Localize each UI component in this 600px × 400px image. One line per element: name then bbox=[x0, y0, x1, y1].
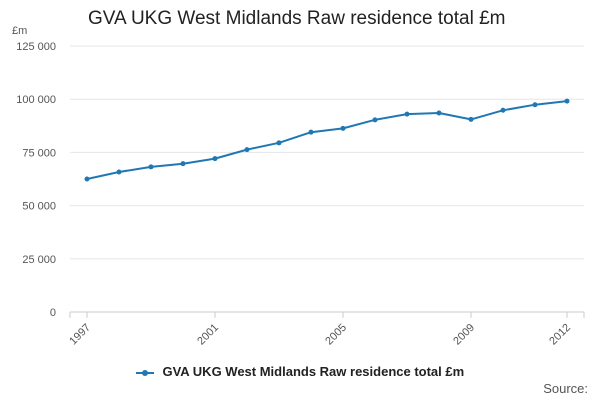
x-tick-label: 2009 bbox=[451, 322, 477, 348]
data-point[interactable] bbox=[436, 110, 442, 116]
data-point[interactable] bbox=[116, 169, 122, 175]
legend-label: GVA UKG West Midlands Raw residence tota… bbox=[162, 364, 465, 379]
chart-title: GVA UKG West Midlands Raw residence tota… bbox=[88, 8, 506, 29]
axes: 0 25 000 50 000 75 000 100 000 125 000 1997 200… bbox=[16, 41, 585, 348]
y-tick-label: 25 000 bbox=[22, 254, 56, 266]
data-point[interactable] bbox=[84, 176, 90, 182]
data-point[interactable] bbox=[212, 156, 218, 162]
data-point[interactable] bbox=[308, 129, 314, 135]
data-point[interactable] bbox=[276, 140, 282, 146]
y-tick-label: 0 bbox=[50, 307, 56, 319]
y-tick-label: 125 000 bbox=[16, 41, 56, 53]
source-label: Source: bbox=[543, 381, 588, 396]
data-point[interactable] bbox=[148, 164, 154, 170]
data-point[interactable] bbox=[404, 111, 410, 117]
series-layer bbox=[84, 98, 570, 182]
x-tick-label: 1997 bbox=[67, 322, 93, 348]
y-tick-label: 100 000 bbox=[16, 94, 56, 106]
x-tick-label: 2005 bbox=[323, 322, 349, 348]
data-point[interactable] bbox=[532, 102, 538, 108]
data-point[interactable] bbox=[500, 107, 506, 113]
data-point[interactable] bbox=[340, 125, 346, 131]
y-axis-unit-label: £m bbox=[12, 25, 27, 37]
data-point[interactable] bbox=[372, 117, 378, 123]
data-point[interactable] bbox=[564, 98, 570, 104]
x-tick-label: 2012 bbox=[547, 322, 573, 348]
y-tick-label: 50 000 bbox=[22, 201, 56, 213]
legend[interactable]: GVA UKG West Midlands Raw residence tota… bbox=[0, 364, 600, 379]
y-tick-label: 75 000 bbox=[22, 147, 56, 159]
data-point[interactable] bbox=[180, 161, 186, 167]
legend-line-marker bbox=[135, 369, 154, 376]
data-point[interactable] bbox=[244, 147, 250, 153]
x-tick-label: 2001 bbox=[195, 322, 221, 348]
series-line bbox=[86, 100, 568, 180]
data-point[interactable] bbox=[468, 116, 474, 122]
gridlines bbox=[70, 45, 584, 260]
